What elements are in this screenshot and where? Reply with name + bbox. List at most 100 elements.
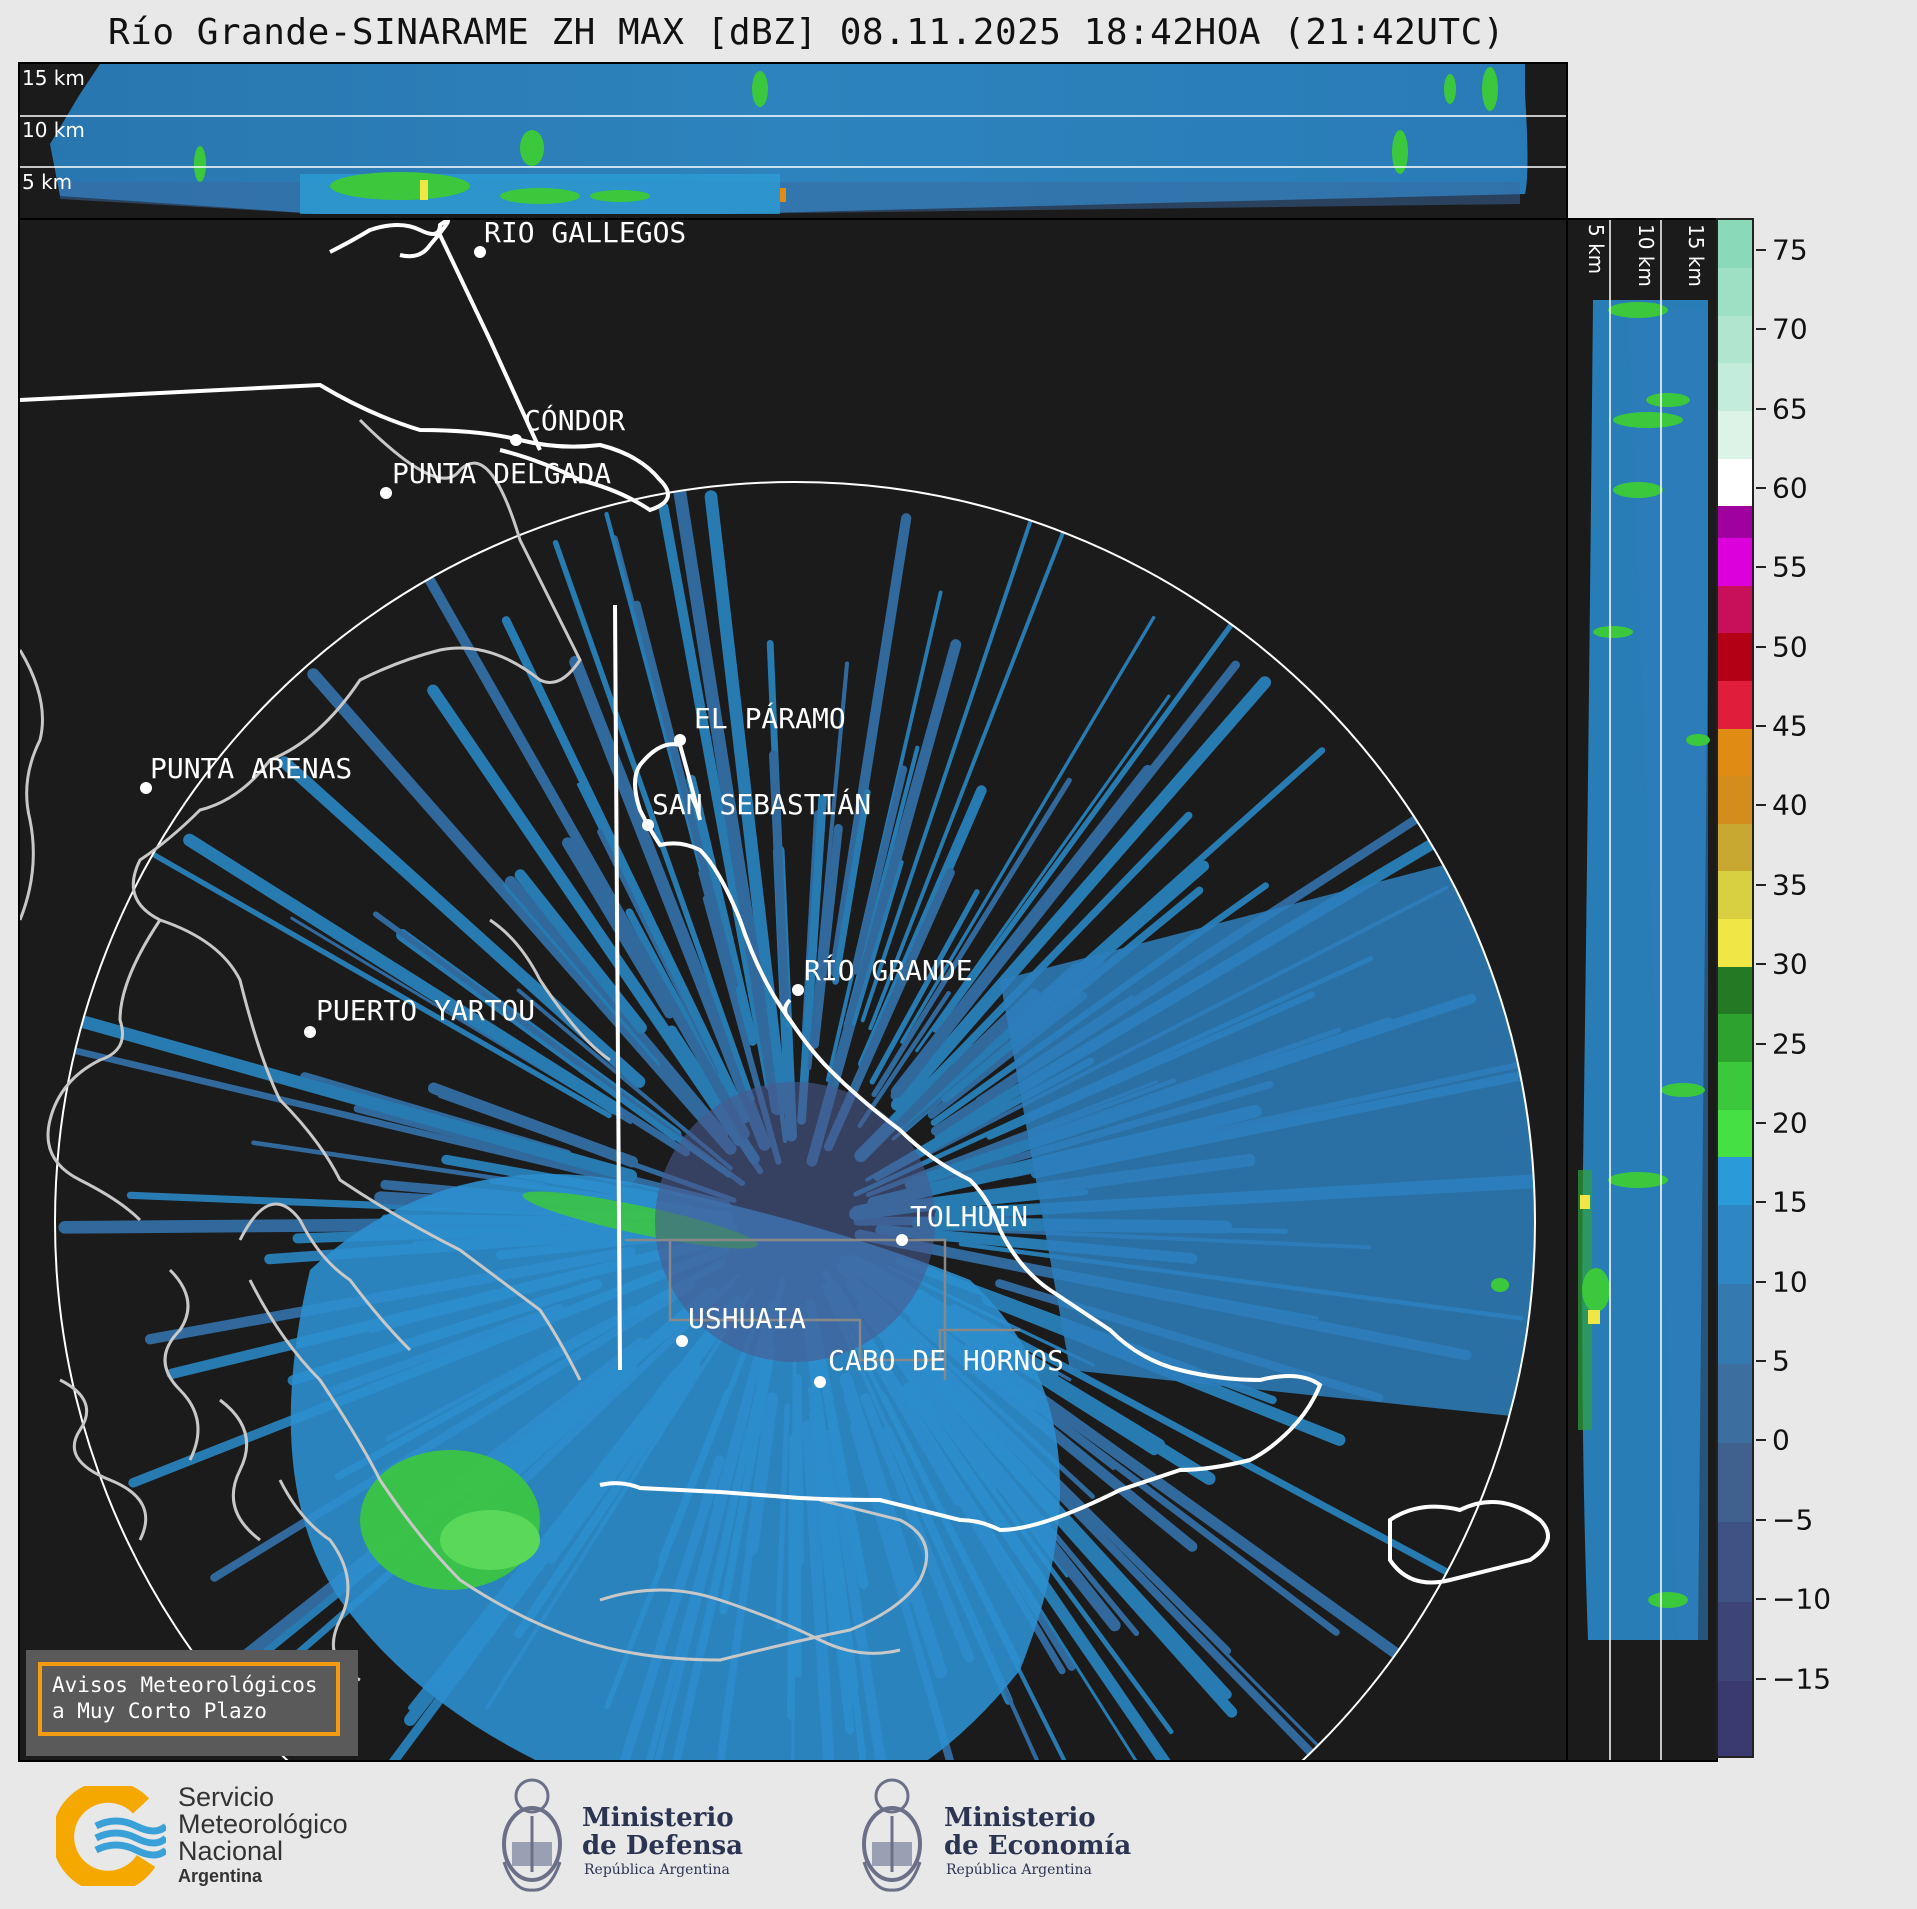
economia-line-2: de Economía bbox=[944, 1831, 1132, 1861]
colorbar-band bbox=[1718, 728, 1752, 777]
colorbar-band bbox=[1718, 1109, 1752, 1158]
colorbar-band bbox=[1718, 1601, 1752, 1682]
reflectivity-ray bbox=[869, 889, 980, 1085]
colorbar-tick-label: 0 bbox=[1772, 1423, 1790, 1457]
economia-line-1: Ministerio bbox=[944, 1803, 1096, 1833]
smn-line-3: Nacional bbox=[178, 1836, 284, 1866]
defensa-line-2: de Defensa bbox=[582, 1831, 743, 1861]
coat-of-arms-defensa bbox=[494, 1772, 570, 1896]
colorbar-tick bbox=[1756, 963, 1766, 966]
radar-map-panel: RÍO GALLEGOS CÓNDOR PUNTA DELGADA EL PÁR… bbox=[18, 218, 1568, 1762]
reflectivity-ray bbox=[829, 513, 912, 977]
colorbar-tick-label: 55 bbox=[1772, 550, 1808, 584]
colorbar-band bbox=[1718, 315, 1752, 364]
colorbar-tick-label: 35 bbox=[1772, 868, 1808, 902]
radar-range-ring bbox=[54, 481, 1536, 1760]
colorbar-tick bbox=[1756, 645, 1766, 648]
reflectivity-field bbox=[55, 482, 1535, 1760]
colorbar-band bbox=[1718, 585, 1752, 634]
colorbar-tick bbox=[1756, 1518, 1766, 1521]
smn-logo bbox=[52, 1780, 169, 1893]
colorbar-band bbox=[1718, 267, 1752, 316]
reflectivity-ray bbox=[964, 1342, 1474, 1711]
colorbar-tick bbox=[1756, 1598, 1766, 1601]
colorbar-tick-label: 30 bbox=[1772, 947, 1808, 981]
colorbar-tick bbox=[1756, 1360, 1766, 1363]
reflectivity-ray bbox=[871, 777, 1072, 1098]
colorbar-tick bbox=[1756, 486, 1766, 489]
colorbar-band bbox=[1718, 966, 1752, 1015]
defensa-line-1: Ministerio bbox=[582, 1803, 734, 1833]
city-label-ushuaia: USHUAIA bbox=[688, 1302, 806, 1335]
city-label-san-sebastian: SAN SEBASTIÁN bbox=[652, 787, 871, 821]
city-label-rio-grande: RÍO GRANDE bbox=[804, 953, 973, 987]
colorbar-band bbox=[1718, 362, 1752, 411]
side-cross-section-panel: 5 km 10 km 15 km bbox=[1566, 218, 1718, 1762]
colorbar-tick-label: 40 bbox=[1772, 788, 1808, 822]
reflectivity-ray bbox=[851, 860, 904, 1026]
smn-line-2: Meteorológico bbox=[178, 1809, 348, 1839]
city-dot-san-sebastian bbox=[642, 819, 654, 831]
city-label-punta-delgada: PUNTA DELGADA bbox=[392, 457, 611, 490]
colorbar-tick bbox=[1756, 883, 1766, 886]
colorbar-tick-label: 45 bbox=[1772, 709, 1808, 743]
city-label-cabo-de-hornos: CABO DE HORNOS bbox=[828, 1344, 1064, 1377]
radar-map: RÍO GALLEGOS CÓNDOR PUNTA DELGADA EL PÁR… bbox=[20, 220, 1550, 1760]
colorbar-tick bbox=[1756, 407, 1766, 410]
colorbar-band bbox=[1718, 220, 1752, 269]
colorbar-band bbox=[1718, 537, 1752, 586]
colorbar-tick bbox=[1756, 1677, 1766, 1680]
colorbar bbox=[1716, 218, 1754, 1758]
defensa-subtitle: República Argentina bbox=[584, 1862, 730, 1878]
city-dot-condor bbox=[510, 434, 522, 446]
colorbar-tick-label: 10 bbox=[1772, 1265, 1808, 1299]
side-altitude-label-15km: 15 km bbox=[1684, 224, 1708, 287]
city-label-el-paramo: EL PÁRAMO bbox=[694, 701, 846, 735]
city-dot-rio-grande bbox=[792, 984, 804, 996]
economia-subtitle: República Argentina bbox=[946, 1862, 1092, 1878]
reflectivity-ray bbox=[860, 498, 1040, 1023]
colorbar-tick-label: −15 bbox=[1772, 1662, 1832, 1696]
colorbar-band bbox=[1718, 1363, 1752, 1443]
reflectivity-ray bbox=[501, 616, 750, 1123]
department-boundary bbox=[625, 1238, 1020, 1380]
reflectivity-ray bbox=[890, 764, 1155, 1098]
coat-of-arms-icon bbox=[862, 1778, 922, 1892]
reflectivity-ray bbox=[797, 794, 827, 1125]
altitude-label-15km: 15 km bbox=[22, 66, 85, 90]
reflectivity-ray bbox=[423, 572, 750, 1139]
reflectivity-ray bbox=[278, 756, 646, 1088]
colorbar-band bbox=[1718, 775, 1752, 824]
colorbar-tick bbox=[1756, 566, 1766, 569]
colorbar-tick bbox=[1756, 1042, 1766, 1045]
reflectivity-ray bbox=[427, 1082, 638, 1168]
warning-box bbox=[26, 1650, 358, 1756]
chart-title: Río Grande-SINARAME ZH MAX [dBZ] 08.11.2… bbox=[108, 12, 1505, 53]
warning-line-1: Avisos Meteorológicos bbox=[52, 1673, 318, 1697]
reflectivity-ray bbox=[307, 668, 737, 1155]
colorbar-tick-label: −5 bbox=[1772, 1503, 1814, 1537]
reflectivity-ray bbox=[55, 1041, 634, 1187]
side-cross-section-plot bbox=[1578, 220, 1710, 1760]
reflectivity-ray bbox=[810, 823, 843, 1049]
coat-of-arms-icon bbox=[502, 1778, 562, 1892]
side-altitude-label-5km: 5 km bbox=[1584, 224, 1608, 275]
city-dot-ushuaia bbox=[676, 1335, 688, 1347]
colorbar-tick-label: 20 bbox=[1772, 1106, 1808, 1140]
colorbar-tick-label: 70 bbox=[1772, 312, 1808, 346]
colorbar-band bbox=[1718, 1521, 1752, 1602]
city-label-puerto-yartou: PUERTO YARTOU bbox=[316, 994, 535, 1027]
reflectivity-ray bbox=[55, 1002, 638, 1183]
city-dot-rio-gallegos bbox=[474, 246, 486, 258]
reflectivity-ray bbox=[937, 747, 1326, 1095]
colorbar-tick bbox=[1756, 248, 1766, 251]
colorbar-band bbox=[1718, 1283, 1752, 1364]
altitude-label-5km: 5 km bbox=[22, 170, 73, 194]
isla-de-los-estados bbox=[1388, 1500, 1550, 1585]
colorbar-tick bbox=[1756, 328, 1766, 331]
smn-logo-text: Servicio Meteorológico Nacional Argentin… bbox=[178, 1784, 348, 1887]
colorbar-tick bbox=[1756, 1201, 1766, 1204]
colorbar-band bbox=[1718, 870, 1752, 920]
colorbar-tick bbox=[1756, 804, 1766, 807]
colorbar-band bbox=[1718, 458, 1752, 507]
